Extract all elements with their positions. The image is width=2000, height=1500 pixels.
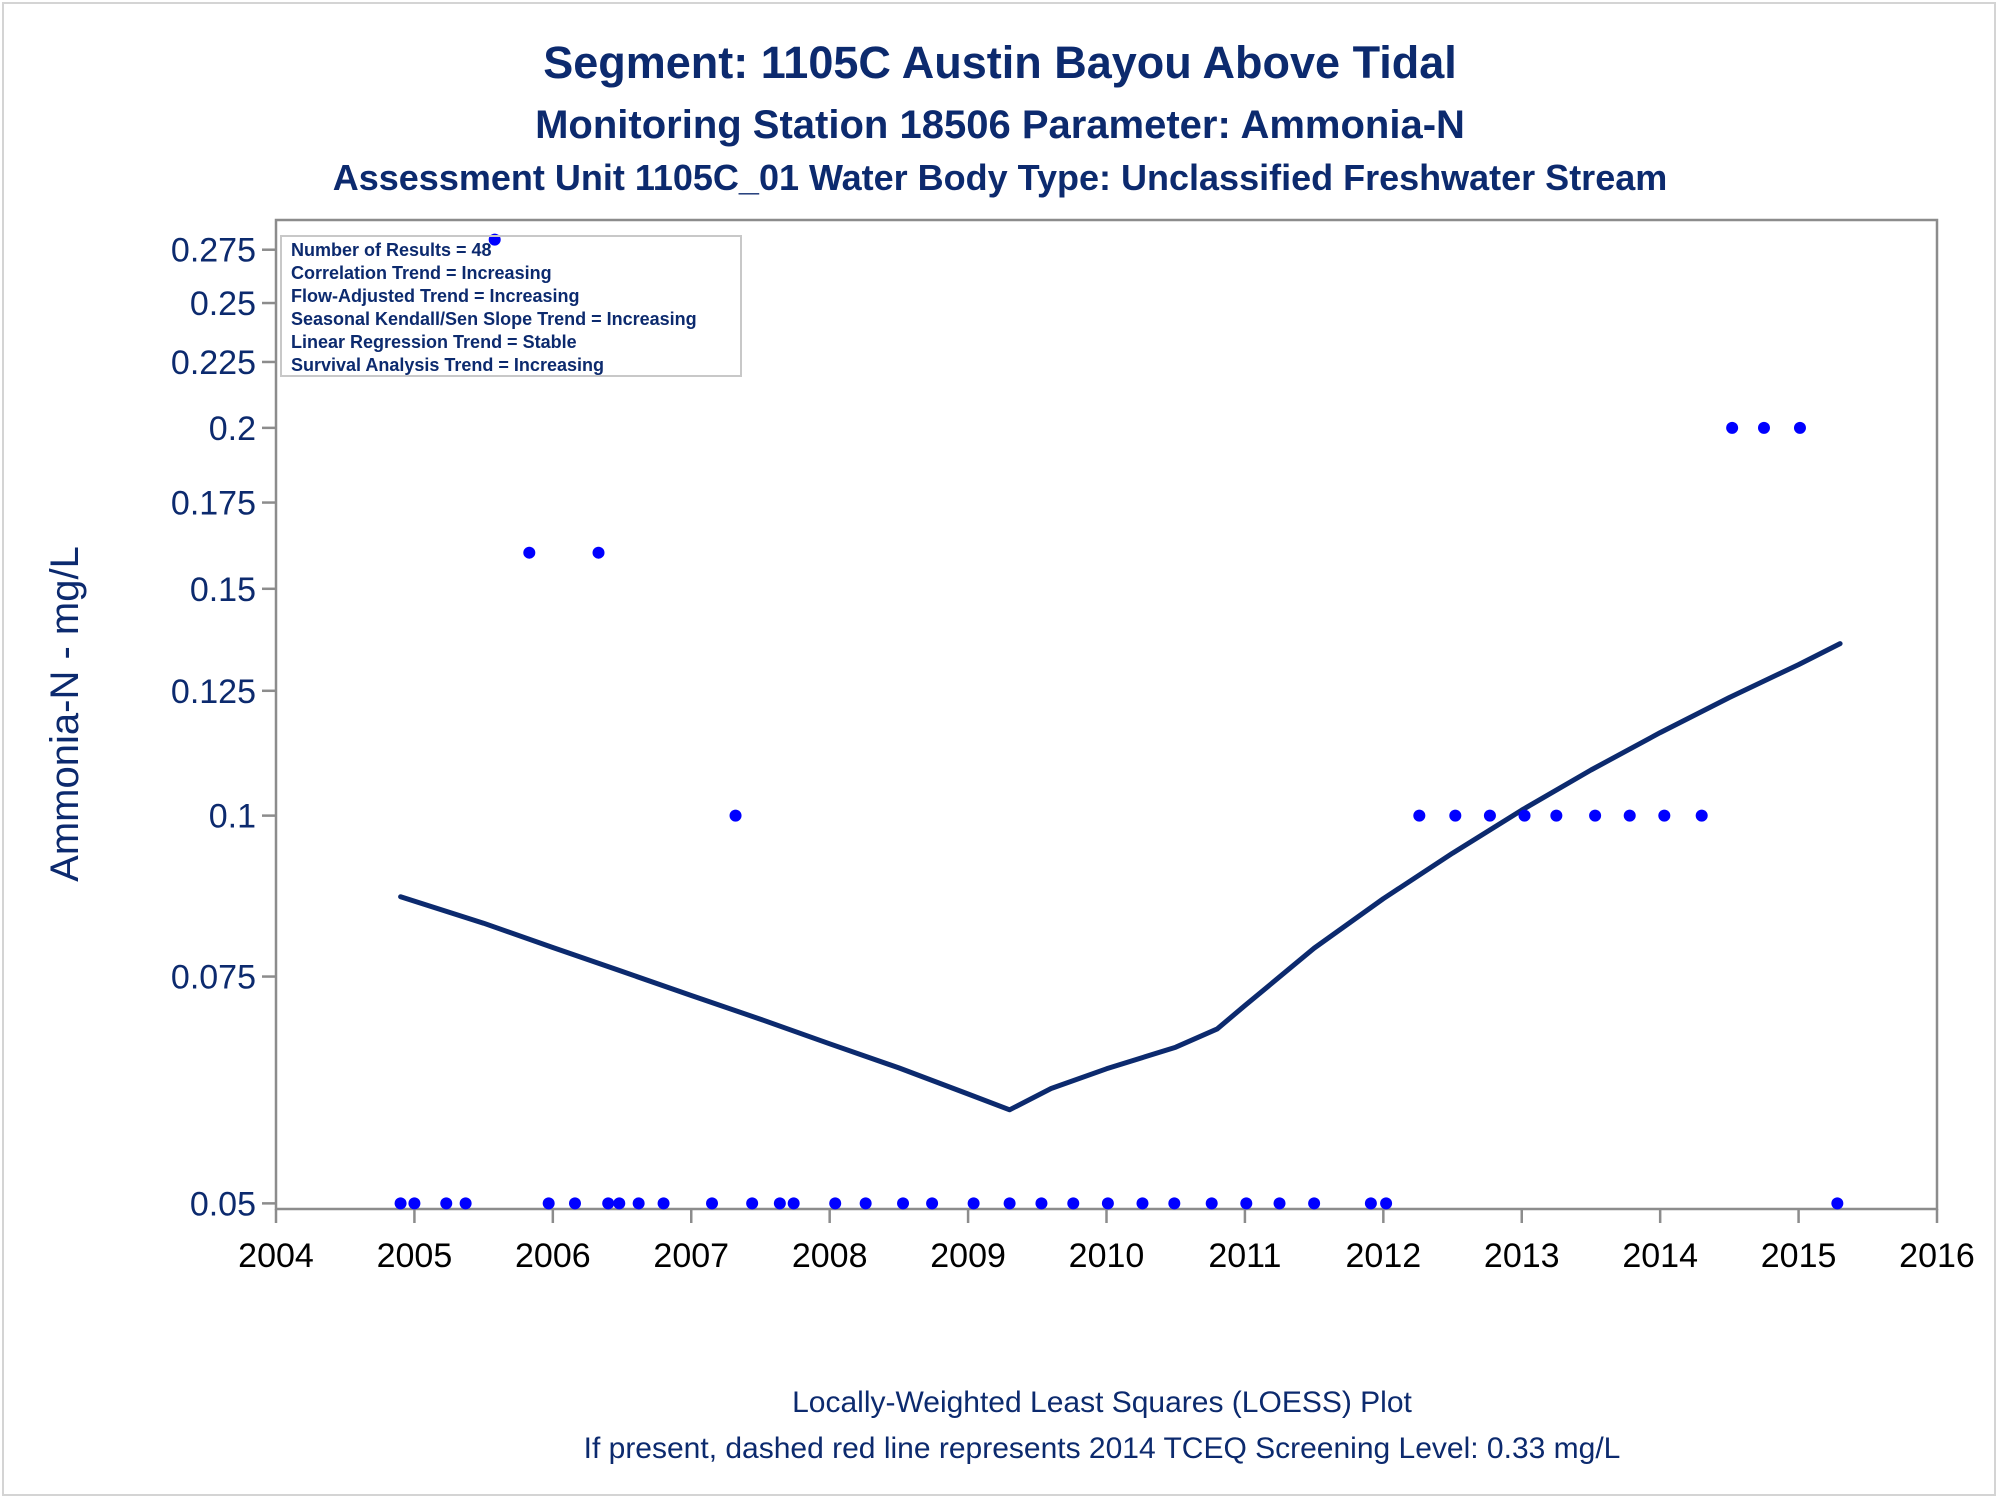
plot-area <box>274 218 1939 1211</box>
stats-line-seasonal-kendall: Seasonal Kendall/Sen Slope Trend = Incre… <box>291 309 697 329</box>
x-tick-label: 2016 <box>1899 1237 1975 1275</box>
data-point <box>1793 421 1806 434</box>
data-point <box>1067 1197 1080 1210</box>
y-tick-label: 0.175 <box>171 485 256 523</box>
x-tick-label: 2004 <box>238 1237 314 1275</box>
data-point <box>729 809 742 822</box>
y-tick-label: 0.075 <box>171 959 256 997</box>
y-axis: 0.05 0.075 0.1 0.125 0.15 0.175 0.2 0.225 0.25 0.… <box>171 232 276 1223</box>
data-point <box>1623 809 1636 822</box>
data-point <box>1003 1197 1016 1210</box>
footnote-screening-level: If present, dashed red line represents 2… <box>584 1432 1621 1465</box>
stats-line-flow-adjusted: Flow-Adjusted Trend = Increasing <box>291 286 580 306</box>
data-point <box>542 1197 555 1210</box>
stats-line-results: Number of Results = 48 <box>291 240 492 260</box>
loess-line <box>398 641 1843 1113</box>
data-point <box>1518 809 1531 822</box>
data-point <box>1380 1197 1393 1210</box>
x-tick-label: 2014 <box>1622 1237 1698 1275</box>
data-point <box>657 1197 670 1210</box>
stats-line-linear-regression: Linear Regression Trend = Stable <box>291 332 577 352</box>
data-point <box>1831 1197 1844 1210</box>
y-tick-label: 0.05 <box>190 1185 256 1223</box>
data-point <box>1726 421 1739 434</box>
y-tick-label: 0.275 <box>171 232 256 270</box>
data-points-layer <box>394 233 1844 1210</box>
data-point <box>1205 1197 1218 1210</box>
data-point <box>408 1197 421 1210</box>
data-point <box>1240 1197 1253 1210</box>
y-tick-label: 0.1 <box>209 798 256 836</box>
y-tick-label: 0.15 <box>190 571 256 609</box>
x-axis: 2004 2005 2006 2007 2008 2009 2010 2011 2012 2013… <box>238 1209 1975 1275</box>
x-tick-label: 2005 <box>377 1237 453 1275</box>
data-point <box>1449 809 1462 822</box>
data-point <box>1273 1197 1286 1210</box>
stats-line-correlation: Correlation Trend = Increasing <box>291 263 552 283</box>
loess-line-layer <box>398 641 1843 1113</box>
footnote-loess: Locally-Weighted Least Squares (LOESS) P… <box>792 1386 1412 1419</box>
stats-box: Number of Results = 48 Correlation Trend… <box>280 235 742 377</box>
chart-subtitle: Monitoring Station 18506 Parameter: Ammo… <box>535 103 1465 147</box>
data-point <box>1308 1197 1321 1210</box>
x-tick-label: 2006 <box>515 1237 591 1275</box>
data-point <box>1483 809 1496 822</box>
x-tick-label: 2011 <box>1208 1237 1281 1275</box>
y-tick-label: 0.25 <box>190 285 256 323</box>
data-point <box>787 1197 800 1210</box>
data-point <box>592 546 605 559</box>
y-tick-label: 0.2 <box>209 410 256 448</box>
data-point <box>746 1197 759 1210</box>
y-tick-label: 0.125 <box>171 673 256 711</box>
y-tick-label: 0.225 <box>171 344 256 382</box>
data-point <box>1136 1197 1149 1210</box>
data-point <box>829 1197 842 1210</box>
chart-title: Segment: 1105C Austin Bayou Above Tidal <box>543 37 1457 88</box>
data-point <box>632 1197 645 1210</box>
data-point <box>394 1197 407 1210</box>
data-point <box>1168 1197 1181 1210</box>
data-point <box>523 546 536 559</box>
data-point <box>1413 809 1426 822</box>
data-point <box>706 1197 719 1210</box>
data-point <box>1101 1197 1114 1210</box>
stats-box-border <box>280 235 742 377</box>
data-point <box>1364 1197 1377 1210</box>
data-point <box>897 1197 910 1210</box>
x-tick-label: 2010 <box>1069 1237 1145 1275</box>
x-tick-label: 2015 <box>1761 1237 1837 1275</box>
data-point <box>859 1197 872 1210</box>
data-point <box>602 1197 615 1210</box>
data-point <box>459 1197 472 1210</box>
data-point <box>1658 809 1671 822</box>
data-point <box>1550 809 1563 822</box>
stats-line-survival: Survival Analysis Trend = Increasing <box>291 355 604 375</box>
x-tick-label: 2007 <box>653 1237 729 1275</box>
data-point <box>1035 1197 1048 1210</box>
data-point <box>773 1197 786 1210</box>
data-point <box>613 1197 626 1210</box>
x-tick-label: 2013 <box>1484 1237 1560 1275</box>
data-point <box>440 1197 453 1210</box>
data-point <box>1695 809 1708 822</box>
data-point <box>1589 809 1602 822</box>
chart-subtitle-2: Assessment Unit 1105C_01 Water Body Type… <box>333 157 1668 198</box>
data-point <box>1757 421 1770 434</box>
x-tick-label: 2008 <box>792 1237 868 1275</box>
x-tick-label: 2009 <box>930 1237 1006 1275</box>
data-point <box>568 1197 581 1210</box>
data-point <box>926 1197 939 1210</box>
y-axis-label: Ammonia-N - mg/L <box>43 546 87 882</box>
x-tick-label: 2012 <box>1346 1237 1422 1275</box>
data-point <box>967 1197 980 1210</box>
